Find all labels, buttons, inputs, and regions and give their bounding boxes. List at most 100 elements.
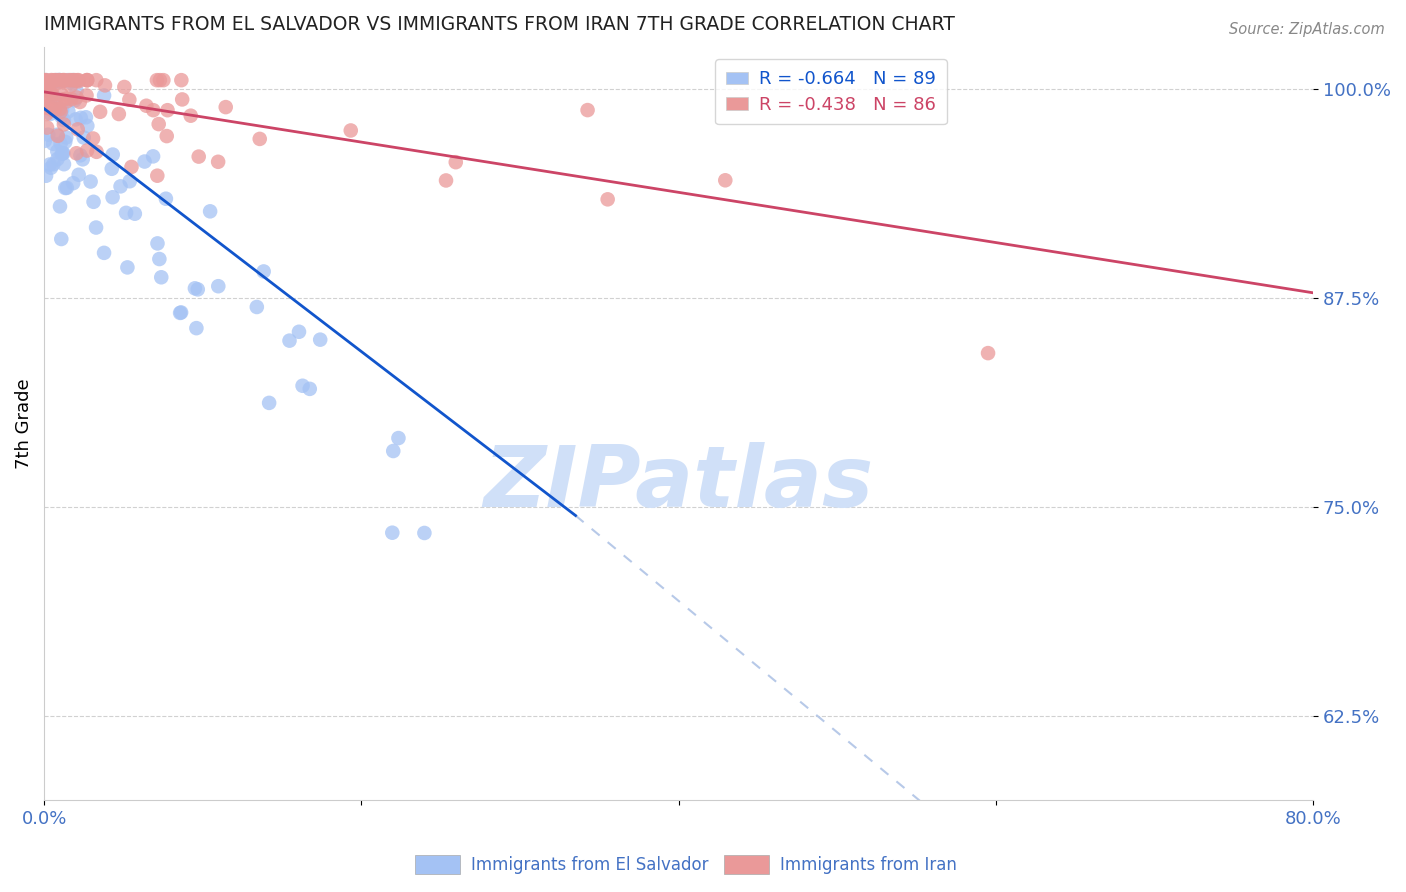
Point bbox=[58, 104, 80, 119]
Point bbox=[381, 525, 404, 540]
Point bbox=[93, 245, 115, 260]
Point bbox=[69, 111, 91, 125]
Point bbox=[65, 146, 87, 161]
Point bbox=[38, 85, 60, 99]
Point bbox=[76, 73, 98, 87]
Point bbox=[62, 176, 84, 190]
Point bbox=[73, 130, 96, 145]
Point bbox=[444, 155, 467, 169]
Point bbox=[37, 101, 59, 115]
Point bbox=[52, 146, 75, 161]
Point bbox=[65, 112, 87, 127]
Point bbox=[39, 107, 62, 121]
Point bbox=[35, 82, 58, 96]
Point bbox=[35, 99, 58, 113]
Point bbox=[44, 102, 66, 116]
Point bbox=[115, 206, 138, 220]
Point bbox=[44, 73, 66, 87]
Point bbox=[52, 157, 75, 171]
Point bbox=[41, 84, 63, 98]
Point bbox=[55, 130, 77, 145]
Point bbox=[52, 117, 75, 131]
Point bbox=[42, 74, 65, 88]
Point bbox=[155, 192, 177, 206]
Point bbox=[387, 431, 409, 445]
Point bbox=[76, 73, 98, 87]
Point bbox=[55, 95, 77, 109]
Point bbox=[207, 279, 229, 293]
Point bbox=[55, 92, 77, 106]
Point bbox=[170, 73, 193, 87]
Point bbox=[288, 325, 311, 339]
Point bbox=[59, 75, 82, 89]
Point bbox=[187, 150, 209, 164]
Point bbox=[52, 113, 75, 128]
Point bbox=[60, 92, 83, 106]
Point bbox=[35, 107, 58, 121]
Point bbox=[51, 146, 73, 161]
Point bbox=[39, 73, 62, 87]
Point bbox=[37, 120, 59, 135]
Point bbox=[48, 73, 70, 87]
Point bbox=[45, 73, 67, 87]
Point bbox=[75, 110, 97, 124]
Point bbox=[180, 109, 202, 123]
Point bbox=[170, 305, 193, 319]
Point bbox=[121, 160, 143, 174]
Point bbox=[67, 168, 90, 182]
Point bbox=[69, 95, 91, 109]
Point bbox=[48, 73, 70, 87]
Point bbox=[76, 144, 98, 158]
Point bbox=[142, 149, 165, 163]
Point bbox=[44, 90, 66, 104]
Point bbox=[52, 73, 75, 87]
Point bbox=[53, 181, 76, 195]
Point bbox=[53, 73, 76, 87]
Point bbox=[52, 73, 75, 87]
Point bbox=[51, 87, 73, 102]
Point bbox=[51, 232, 73, 246]
Point bbox=[49, 102, 72, 116]
Legend: R = -0.664   N = 89, R = -0.438   N = 86: R = -0.664 N = 89, R = -0.438 N = 86 bbox=[716, 60, 946, 124]
Point bbox=[118, 93, 141, 107]
Point bbox=[298, 382, 321, 396]
Point bbox=[58, 73, 80, 87]
Point bbox=[35, 73, 58, 87]
Point bbox=[38, 157, 60, 171]
Point bbox=[382, 444, 405, 458]
Point bbox=[45, 73, 67, 87]
Point bbox=[48, 103, 70, 118]
Point bbox=[46, 73, 69, 87]
Point bbox=[117, 260, 139, 275]
Point bbox=[37, 128, 59, 142]
Point bbox=[169, 306, 191, 320]
Point bbox=[48, 73, 70, 87]
Point bbox=[187, 282, 209, 296]
Point bbox=[66, 122, 89, 136]
Point bbox=[156, 129, 179, 144]
Point bbox=[148, 117, 170, 131]
Point bbox=[186, 321, 208, 335]
Point bbox=[72, 153, 94, 167]
Point bbox=[714, 173, 737, 187]
Point bbox=[46, 145, 69, 159]
Point bbox=[79, 175, 101, 189]
Point bbox=[39, 87, 62, 101]
Point bbox=[596, 192, 619, 206]
Point bbox=[66, 73, 89, 87]
Point bbox=[148, 252, 170, 266]
Point bbox=[49, 73, 72, 87]
Point bbox=[41, 77, 63, 91]
Point bbox=[291, 378, 314, 392]
Point bbox=[124, 207, 146, 221]
Point bbox=[35, 169, 58, 183]
Point bbox=[56, 73, 79, 87]
Point bbox=[51, 103, 73, 117]
Point bbox=[45, 96, 67, 111]
Point bbox=[576, 103, 599, 117]
Point bbox=[134, 154, 156, 169]
Point bbox=[42, 103, 65, 117]
Point bbox=[253, 264, 276, 278]
Text: Immigrants from El Salvador: Immigrants from El Salvador bbox=[471, 856, 709, 874]
Point bbox=[150, 270, 173, 285]
